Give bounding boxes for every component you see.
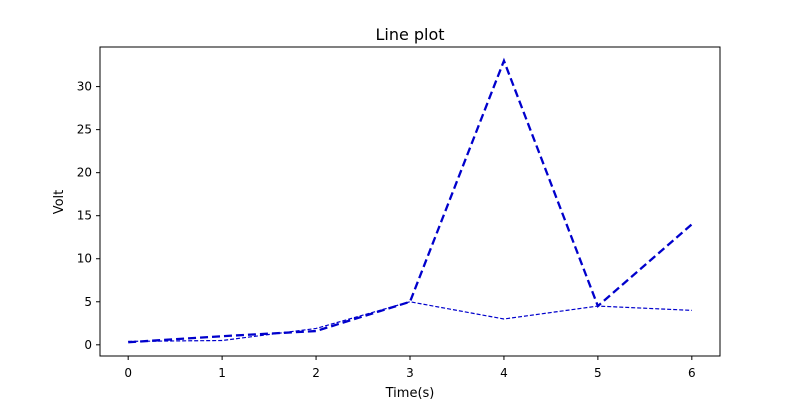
x-axis-label: Time(s) <box>385 386 435 400</box>
x-tick-label-6: 6 <box>688 366 696 380</box>
y-tick-label-1: 5 <box>84 295 92 309</box>
x-tick-label-4: 4 <box>500 366 508 380</box>
x-tick-label-5: 5 <box>594 366 602 380</box>
y-tick-label-2: 10 <box>77 252 92 266</box>
y-axis-label: Volt <box>52 190 67 215</box>
x-tick-label-0: 0 <box>124 366 132 380</box>
y-tick-label-6: 30 <box>77 80 92 94</box>
y-tick-label-3: 15 <box>77 209 92 223</box>
y-tick-label-0: 0 <box>84 338 92 352</box>
y-tick-label-5: 25 <box>77 123 92 137</box>
x-tick-label-1: 1 <box>218 366 226 380</box>
y-tick-label-4: 20 <box>77 166 92 180</box>
x-tick-label-3: 3 <box>406 366 414 380</box>
chart-title: Line plot <box>375 25 444 44</box>
x-tick-label-2: 2 <box>312 366 320 380</box>
